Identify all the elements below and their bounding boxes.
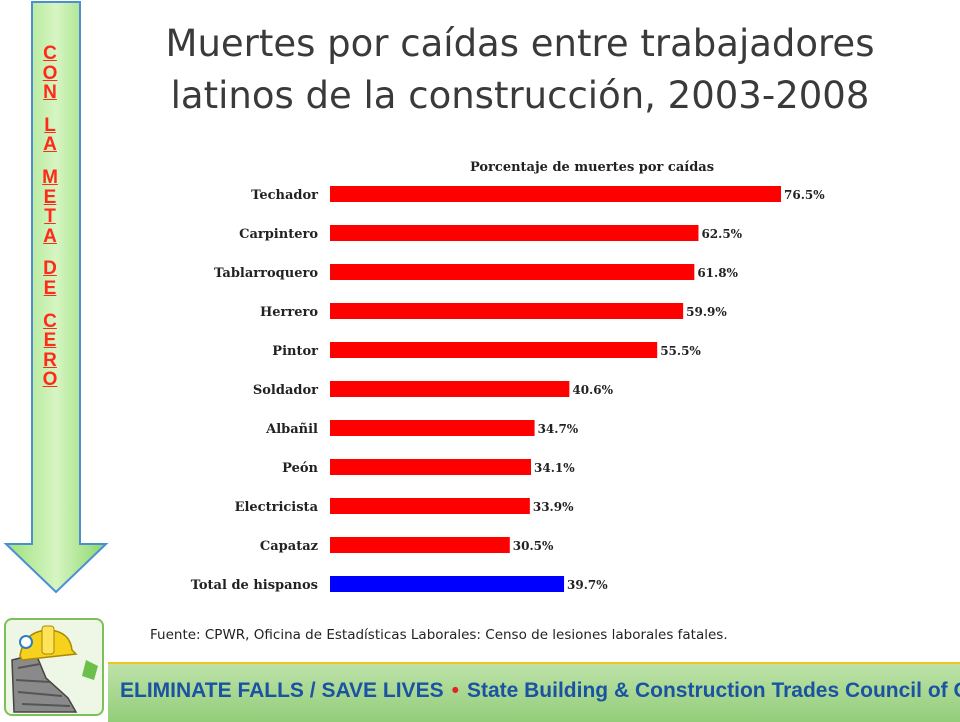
- value-label: 40.6%: [572, 383, 613, 397]
- bars-layer: Techador 76.5% Carpintero 62.5% Tablarroquer…: [191, 186, 825, 593]
- banner-text: ELIMINATE FALLS / SAVE LIVES • State Build…: [120, 679, 960, 703]
- value-label: 61.8%: [697, 266, 738, 280]
- category-label: Pintor: [272, 344, 318, 359]
- side-letter: N: [43, 82, 57, 104]
- category-label: Albañil: [265, 422, 318, 437]
- side-letter: M: [42, 166, 58, 188]
- title-line-2: latinos de la construcción, 2003-2008: [170, 74, 870, 117]
- category-label: Techador: [251, 188, 318, 203]
- category-label: Herrero: [260, 305, 318, 320]
- value-label: 39.7%: [567, 578, 608, 592]
- bar: [330, 264, 695, 280]
- side-letter: D: [43, 258, 57, 280]
- side-letter: O: [42, 62, 58, 84]
- banner-slogan: ELIMINATE FALLS / SAVE LIVES: [120, 679, 444, 702]
- banner-organization: State Building & Construction Trades Cou…: [466, 679, 960, 702]
- bar: [330, 342, 658, 358]
- side-letter: E: [43, 330, 57, 352]
- value-label: 34.7%: [538, 422, 579, 436]
- bar: [330, 537, 510, 553]
- value-label: 34.1%: [534, 461, 575, 475]
- side-letter: L: [44, 114, 56, 136]
- category-label: Peón: [282, 461, 318, 476]
- banner-separator: •: [451, 679, 459, 702]
- chart-title: Porcentaje de muertes por caídas: [470, 160, 714, 175]
- bar: [330, 420, 535, 436]
- bottom-banner: ELIMINATE FALLS / SAVE LIVES • State Build…: [108, 662, 960, 722]
- bar: [330, 576, 565, 592]
- value-label: 33.9%: [533, 500, 574, 514]
- value-label: 62.5%: [701, 227, 742, 241]
- category-label: Electricista: [235, 500, 319, 515]
- side-letter: E: [43, 186, 57, 208]
- arrow-shape: [3, 1, 109, 594]
- bar: [330, 303, 684, 319]
- category-label: Capataz: [260, 539, 318, 554]
- side-letter: C: [43, 43, 57, 64]
- bar: [330, 381, 570, 397]
- side-letter: E: [43, 277, 57, 299]
- bar: [330, 459, 532, 475]
- side-letter: O: [42, 369, 58, 391]
- title-line-1: Muertes por caídas entre trabajadores: [165, 22, 875, 65]
- bar: [330, 498, 530, 514]
- value-label: 30.5%: [513, 539, 554, 553]
- council-logo: [4, 618, 104, 716]
- source-note: Fuente: CPWR, Oficina de Estadísticas La…: [150, 627, 728, 643]
- category-label: Total de hispanos: [191, 578, 318, 593]
- category-label: Carpintero: [239, 227, 318, 242]
- side-letter: A: [43, 225, 57, 247]
- category-label: Tablarroquero: [214, 266, 318, 281]
- value-label: 55.5%: [660, 344, 701, 358]
- hard-hat-california-icon: [11, 625, 98, 713]
- value-label: 76.5%: [784, 188, 825, 202]
- side-letter: C: [43, 310, 57, 332]
- value-label: 59.9%: [686, 305, 727, 319]
- side-letter: T: [44, 206, 56, 228]
- side-letter: R: [43, 349, 57, 371]
- category-label: Soldador: [253, 383, 318, 398]
- down-arrow-icon: [3, 1, 109, 594]
- side-letter: A: [43, 134, 57, 156]
- bar: [330, 186, 781, 202]
- bar-chart: Porcentaje de muertes por caídas Techado…: [190, 160, 826, 593]
- bar: [330, 225, 699, 241]
- slide-title: Muertes por caídas entre trabajadores la…: [120, 18, 920, 122]
